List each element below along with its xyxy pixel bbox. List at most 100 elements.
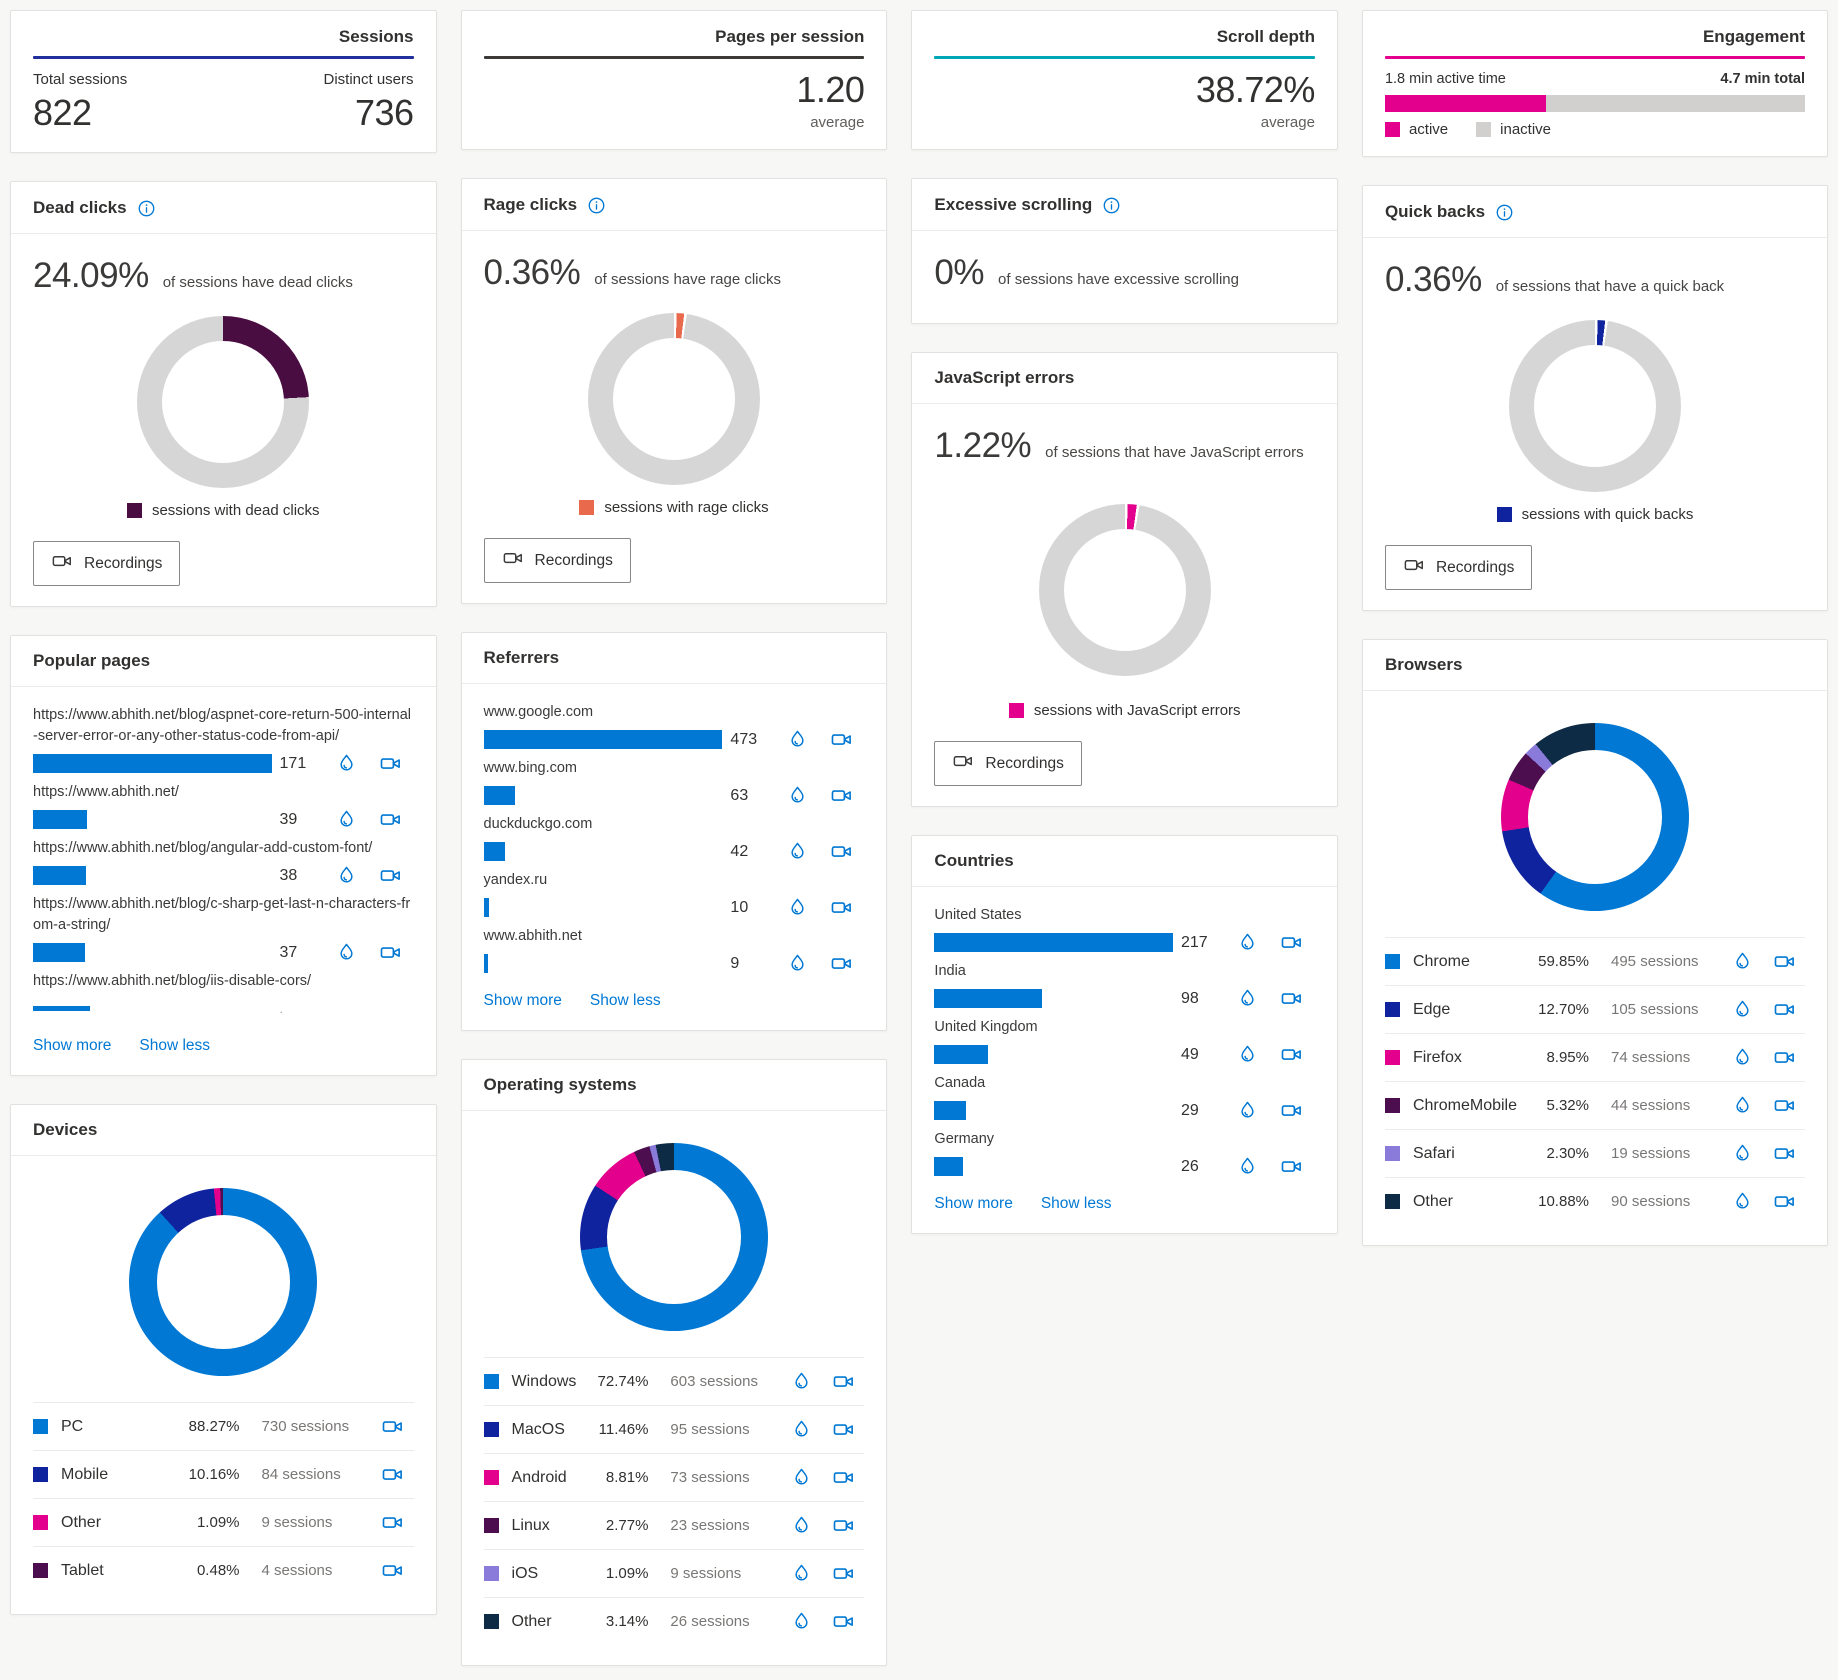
recordings-icon[interactable] — [822, 1418, 864, 1441]
heatmap-icon[interactable] — [1721, 1191, 1763, 1212]
recordings-icon[interactable] — [372, 1415, 414, 1438]
heatmap-icon[interactable] — [780, 1515, 822, 1536]
heatmap-icon[interactable] — [1227, 1100, 1269, 1121]
legend-swatch — [1496, 507, 1512, 522]
recordings-icon[interactable] — [818, 784, 864, 807]
devices-card: Devices PC 88.27% 730 sessions Mobile 10… — [10, 1104, 437, 1616]
recordings-button[interactable]: Recordings — [1384, 545, 1533, 590]
show-less-link[interactable]: Show less — [589, 992, 661, 1010]
distinct-users-value: 736 — [354, 92, 414, 133]
recordings-icon[interactable] — [822, 1610, 864, 1633]
recordings-icon[interactable] — [1763, 1142, 1805, 1165]
legend-percent: 2.30% — [1546, 1145, 1589, 1162]
recordings-icon[interactable] — [1269, 987, 1315, 1010]
bar-row-value: 29 — [1180, 1101, 1199, 1119]
card-title: Referrers — [483, 648, 560, 667]
legend-swatch — [483, 1470, 499, 1486]
bar-fill — [33, 1006, 91, 1012]
recordings-icon[interactable] — [822, 1514, 864, 1537]
show-less-link[interactable]: Show less — [1040, 1195, 1112, 1213]
legend-percent: 0.48% — [196, 1562, 240, 1580]
recordings-button-label: Recordings — [1435, 558, 1515, 576]
recordings-icon[interactable] — [368, 752, 414, 775]
recordings-icon[interactable] — [1269, 1043, 1315, 1066]
bar-row-value: 26 — [1180, 1157, 1199, 1175]
bar-row-label: www.google.com — [483, 704, 594, 720]
heatmap-icon[interactable] — [1721, 999, 1763, 1020]
heatmap-icon[interactable] — [1721, 1143, 1763, 1164]
show-more-link[interactable]: Show more — [33, 1037, 112, 1055]
heatmap-icon[interactable] — [1721, 951, 1763, 972]
quick-backs-card: Quick backs 0.36% of sessions that have … — [1361, 185, 1828, 611]
legend-swatch — [33, 1467, 48, 1483]
legend-label: sessions with dead clicks — [151, 502, 320, 519]
recordings-icon[interactable] — [1269, 931, 1315, 954]
recordings-button[interactable]: Recordings — [483, 538, 631, 583]
recordings-icon[interactable] — [368, 864, 414, 887]
recordings-icon[interactable] — [1269, 1099, 1315, 1122]
bar-track — [33, 754, 272, 774]
recordings-icon[interactable] — [1763, 1190, 1805, 1213]
recordings-button[interactable]: Recordings — [33, 541, 181, 586]
recordings-icon[interactable] — [1763, 950, 1805, 973]
recordings-icon[interactable] — [822, 1466, 864, 1489]
heatmap-icon[interactable] — [780, 1419, 822, 1440]
bar-fill — [33, 866, 86, 886]
recordings-icon[interactable] — [368, 941, 414, 964]
metric-value: 1.22% — [934, 426, 1032, 465]
heatmap-icon[interactable] — [1227, 1044, 1269, 1065]
legend-label: Other — [61, 1513, 102, 1531]
heatmap-icon[interactable] — [1721, 1095, 1763, 1116]
bar-row-label: https://www.abhith.net/blog/angular-add-… — [33, 840, 373, 857]
heatmap-icon[interactable] — [776, 841, 818, 862]
recordings-button[interactable]: Recordings — [934, 741, 1082, 786]
legend-label: sessions with JavaScript errors — [1033, 702, 1241, 719]
card-title: Rage clicks — [483, 194, 578, 214]
heatmap-icon[interactable] — [1227, 932, 1269, 953]
bar-fill — [934, 1101, 967, 1121]
show-less-link[interactable]: Show less — [139, 1037, 211, 1055]
legend-sessions: 105 sessions — [1611, 1001, 1699, 1018]
legend-row: Other 10.88% 90 sessions — [1384, 1177, 1805, 1225]
heatmap-icon[interactable] — [326, 942, 368, 963]
heatmap-icon[interactable] — [1721, 1047, 1763, 1068]
heatmap-icon[interactable] — [1227, 1156, 1269, 1177]
heatmap-icon[interactable] — [776, 897, 818, 918]
recordings-icon[interactable] — [822, 1562, 864, 1585]
heatmap-icon[interactable] — [1227, 988, 1269, 1009]
recordings-icon[interactable] — [818, 840, 864, 863]
recordings-icon[interactable] — [372, 1511, 414, 1534]
bar-row-label: India — [934, 963, 966, 980]
heatmap-icon[interactable] — [776, 785, 818, 806]
info-icon[interactable] — [587, 196, 606, 215]
recordings-icon[interactable] — [368, 808, 414, 831]
info-icon[interactable] — [137, 199, 156, 218]
show-more-link[interactable]: Show more — [483, 992, 562, 1010]
recordings-icon[interactable] — [818, 896, 864, 919]
recordings-icon[interactable] — [1269, 1155, 1315, 1178]
legend-row: ChromeMobile 5.32% 44 sessions — [1384, 1081, 1805, 1129]
heatmap-icon[interactable] — [776, 953, 818, 974]
show-more-link[interactable]: Show more — [934, 1195, 1013, 1213]
recordings-icon[interactable] — [1763, 1046, 1805, 1069]
info-icon[interactable] — [1495, 203, 1514, 222]
recordings-icon[interactable] — [372, 1463, 414, 1486]
heatmap-icon[interactable] — [780, 1611, 822, 1632]
legend-percent: 59.85% — [1538, 953, 1589, 970]
heatmap-icon[interactable] — [776, 729, 818, 750]
heatmap-icon[interactable] — [780, 1563, 822, 1584]
recordings-icon[interactable] — [1763, 1094, 1805, 1117]
heatmap-icon[interactable] — [326, 753, 368, 774]
recordings-icon[interactable] — [822, 1370, 864, 1393]
recordings-icon[interactable] — [818, 952, 864, 975]
heatmap-icon[interactable] — [326, 809, 368, 830]
heatmap-icon[interactable] — [780, 1467, 822, 1488]
info-icon[interactable] — [1102, 196, 1121, 215]
heatmap-icon[interactable] — [326, 865, 368, 886]
recordings-icon[interactable] — [372, 1559, 414, 1582]
heatmap-icon[interactable] — [780, 1371, 822, 1392]
legend-label: Android — [511, 1468, 567, 1486]
recordings-icon[interactable] — [1763, 998, 1805, 1021]
legend-swatch — [1384, 954, 1400, 969]
recordings-icon[interactable] — [818, 728, 864, 751]
